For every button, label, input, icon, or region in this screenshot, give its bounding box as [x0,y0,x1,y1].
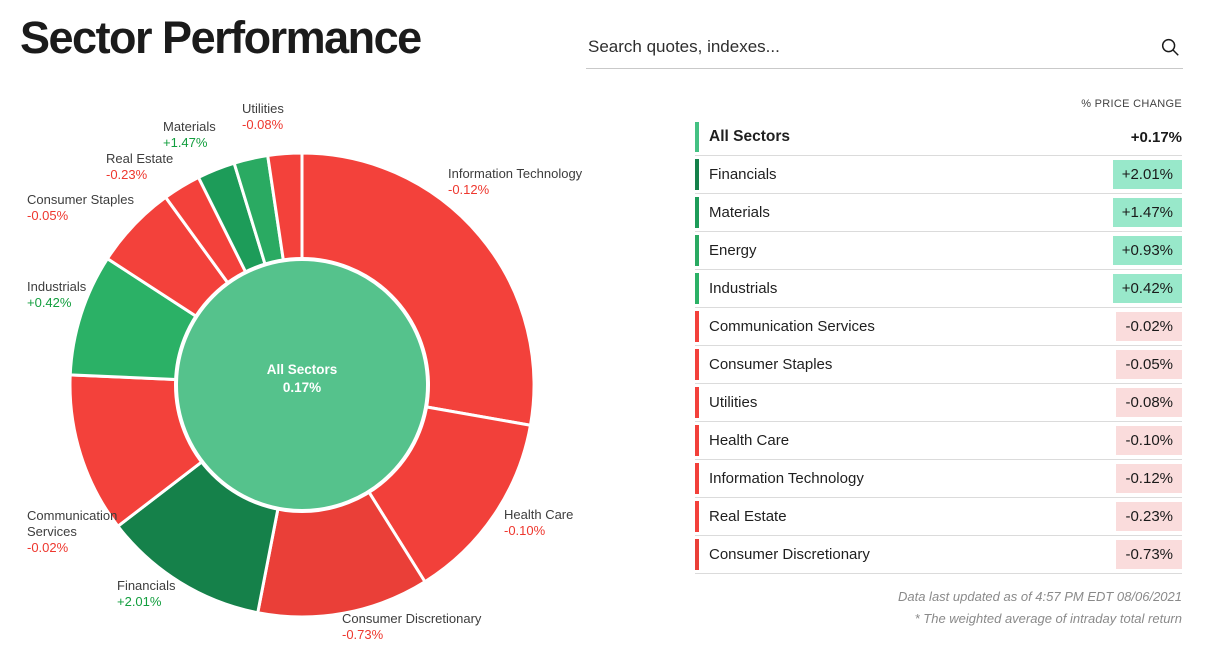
row-sector-name: Utilities [709,394,758,411]
donut-label-name: Materials [163,119,216,134]
donut-label-materials: Materials +1.47% [163,119,216,151]
row-sector-name: Health Care [709,432,790,449]
row-sector-name: All Sectors [709,128,790,145]
table-row[interactable]: Communication Services -0.02% [695,308,1182,346]
row-sector-name: Energy [709,242,757,259]
donut-label-financials: Financials +2.01% [117,578,176,610]
row-color-bar [695,349,699,380]
row-color-bar [695,539,699,570]
row-sector-name: Communication Services [709,318,875,335]
table-row[interactable]: Consumer Staples -0.05% [695,346,1182,384]
row-price-change: -0.10% [1116,426,1182,455]
row-price-change: -0.08% [1116,388,1182,417]
search-bar [586,28,1183,69]
row-color-bar [695,273,699,304]
row-sector-name: Materials [709,204,770,221]
row-sector-name: Information Technology [709,470,864,487]
donut-label-value: -0.23% [106,167,148,182]
row-color-bar [695,235,699,266]
donut-label-name: Industrials [27,279,87,294]
donut-label-health-care: Health Care -0.10% [504,507,573,539]
row-color-bar [695,122,699,152]
donut-label-name: Information Technology [448,166,583,181]
sector-donut-chart: All Sectors 0.17% Information Technology… [0,95,660,659]
table-column-header: % PRICE CHANGE [1081,98,1182,110]
table-row[interactable]: Health Care -0.10% [695,422,1182,460]
row-sector-name: Industrials [709,280,778,297]
donut-center-circle[interactable] [174,257,430,513]
donut-label-name: Consumer Discretionary [342,611,482,626]
page-title: Sector Performance [20,12,422,63]
row-price-change: -0.73% [1116,540,1182,569]
row-price-change: +0.93% [1112,236,1182,265]
row-price-change: -0.02% [1116,312,1182,341]
donut-label-value: -0.08% [242,117,284,132]
table-row[interactable]: Industrials +0.42% [695,270,1182,308]
table-row[interactable]: Real Estate -0.23% [695,498,1182,536]
donut-svg [68,151,536,619]
row-price-change: -0.12% [1116,464,1182,493]
row-color-bar [695,425,699,456]
row-color-bar [695,463,699,494]
table-row[interactable]: All Sectors +0.17% [695,119,1182,156]
row-sector-name: Real Estate [709,508,787,525]
donut-label-consumer-discretionary: Consumer Discretionary -0.73% [342,611,481,643]
donut-label-value: +0.42% [27,295,72,310]
row-color-bar [695,197,699,228]
donut-label-name: Communication Services [27,508,118,539]
search-input[interactable] [586,28,1146,66]
donut-label-value: -0.12% [448,182,490,197]
donut-label-name: Utilities [242,101,284,116]
row-price-change: +0.42% [1112,274,1182,303]
donut-label-real-estate: Real Estate -0.23% [106,151,173,183]
donut-label-value: +1.47% [163,135,208,150]
donut-label-value: -0.10% [504,523,546,538]
row-price-change: +0.17% [1130,128,1182,146]
table-row[interactable]: Utilities -0.08% [695,384,1182,422]
row-sector-name: Financials [709,166,777,183]
row-color-bar [695,501,699,532]
table-row[interactable]: Consumer Discretionary -0.73% [695,536,1182,574]
donut-label-utilities: Utilities -0.08% [242,101,284,133]
row-sector-name: Consumer Staples [709,356,833,373]
row-price-change: +1.47% [1112,198,1182,227]
row-price-change: +2.01% [1112,160,1182,189]
donut-label-name: Health Care [504,507,574,522]
donut-label-value: +2.01% [117,594,162,609]
weighted-average-note: * The weighted average of intraday total… [914,611,1182,626]
search-icon[interactable] [1159,36,1181,58]
row-price-change: -0.05% [1116,350,1182,379]
sector-table: % PRICE CHANGE All Sectors +0.17% Financ… [695,98,1182,630]
donut-label-consumer-staples: Consumer Staples -0.05% [27,192,134,224]
donut-label-name: Financials [117,578,176,593]
row-color-bar [695,387,699,418]
donut-label-value: -0.02% [27,540,69,555]
row-color-bar [695,159,699,190]
row-sector-name: Consumer Discretionary [709,546,870,563]
last-updated-note: Data last updated as of 4:57 PM EDT 08/0… [897,589,1182,604]
donut-label-name: Consumer Staples [27,192,134,207]
row-color-bar [695,311,699,342]
table-footnotes: Data last updated as of 4:57 PM EDT 08/0… [695,586,1182,630]
row-price-change: -0.23% [1116,502,1182,531]
donut-label-name: Real Estate [106,151,174,166]
donut-label-value: -0.73% [342,627,384,642]
table-row[interactable]: Financials +2.01% [695,156,1182,194]
donut-label-value: -0.05% [27,208,69,223]
donut-label-industrials: Industrials +0.42% [27,279,86,311]
table-row[interactable]: Energy +0.93% [695,232,1182,270]
table-row[interactable]: Information Technology -0.12% [695,460,1182,498]
table-row[interactable]: Materials +1.47% [695,194,1182,232]
donut-label-information-technology: Information Technology -0.12% [448,166,582,198]
donut-label-communication-services: Communication Services -0.02% [27,508,139,556]
